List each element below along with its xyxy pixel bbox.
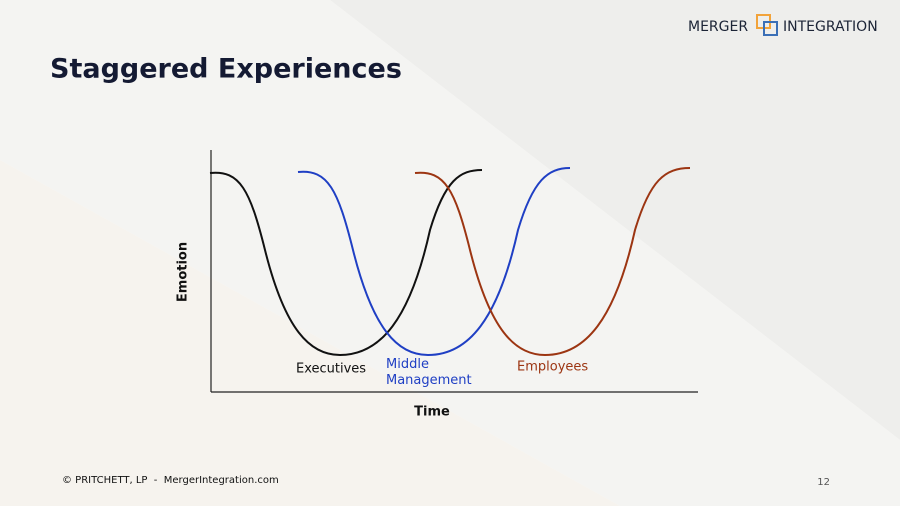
bg-stripe [0,160,620,506]
logo-mark [763,21,778,36]
slide-title: Staggered Experiences [50,54,402,85]
page-number: 12 [817,477,830,488]
curve-label: Executives [296,362,366,377]
curve-label: Middle Management [386,357,472,388]
y-axis-label: Emotion [176,242,191,302]
curve [414,167,691,357]
curve-label-line: Middle [386,357,429,372]
curve-label-line: Management [386,373,472,388]
x-axis-label: Time [414,405,450,420]
curve-label: Employees [517,360,588,375]
logo-text: MERGER [688,19,748,35]
footer-text: © PRITCHETT, LP - MergerIntegration.com [62,475,279,486]
logo-text: INTEGRATION [783,19,878,35]
curve [209,169,483,357]
curve [297,167,571,357]
